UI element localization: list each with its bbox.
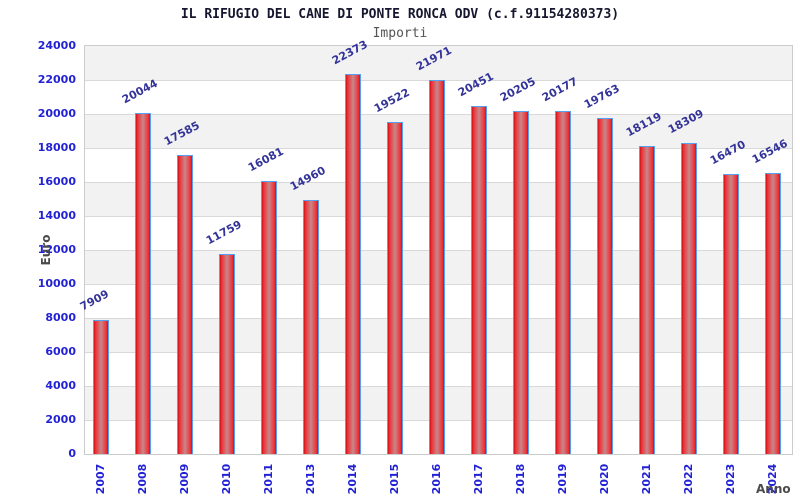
bar xyxy=(219,254,235,454)
y-tick-label: 10000 xyxy=(37,277,76,290)
bar xyxy=(135,113,151,454)
x-tick-label: 2020 xyxy=(598,463,611,495)
y-tick-label: 20000 xyxy=(37,107,76,120)
chart-subtitle: Importi xyxy=(372,26,428,41)
y-tick-label: 8000 xyxy=(45,311,76,324)
bar xyxy=(429,80,445,454)
x-tick-label: 2023 xyxy=(724,463,737,495)
x-tick-label: 2014 xyxy=(346,463,359,495)
x-tick-label: 2022 xyxy=(682,463,695,495)
x-tick-label: 2008 xyxy=(136,463,149,495)
y-tick-label: 2000 xyxy=(45,413,76,426)
x-tick-label: 2010 xyxy=(220,463,233,495)
bar xyxy=(681,142,697,454)
bar xyxy=(639,145,655,454)
bar xyxy=(765,172,781,454)
x-axis-label: Anno xyxy=(756,482,791,496)
x-tick-label: 2018 xyxy=(514,463,527,495)
bar xyxy=(597,118,613,454)
bar xyxy=(345,73,361,454)
bar xyxy=(387,122,403,454)
plot-band xyxy=(85,46,792,80)
y-tick-label: 14000 xyxy=(37,209,76,222)
x-tick-label: 2015 xyxy=(388,463,401,495)
x-tick-label: 2007 xyxy=(94,463,107,495)
bar xyxy=(723,174,739,454)
bar xyxy=(555,110,571,454)
x-tick-label: 2009 xyxy=(178,463,191,495)
bar xyxy=(513,110,529,454)
bar xyxy=(93,319,109,454)
bar xyxy=(177,155,193,454)
x-tick-label: 2021 xyxy=(640,463,653,495)
y-tick-label: 24000 xyxy=(37,39,76,52)
x-tick-label: 2011 xyxy=(262,463,275,495)
x-tick-label: 2019 xyxy=(556,463,569,495)
bar xyxy=(303,199,319,454)
x-tick-label: 2017 xyxy=(472,463,485,495)
y-tick-label: 22000 xyxy=(37,73,76,86)
bar xyxy=(471,106,487,454)
y-tick-label: 12000 xyxy=(37,243,76,256)
y-tick-label: 16000 xyxy=(37,175,76,188)
y-axis-label: Euro xyxy=(39,234,53,266)
y-tick-label: 6000 xyxy=(45,345,76,358)
y-tick-label: 4000 xyxy=(45,379,76,392)
x-tick-label: 2013 xyxy=(304,463,317,495)
y-tick-label: 0 xyxy=(68,447,76,460)
y-tick-label: 18000 xyxy=(37,141,76,154)
chart-title: IL RIFUGIO DEL CANE DI PONTE RONCA ODV (… xyxy=(180,7,620,22)
bar xyxy=(261,180,277,454)
x-tick-label: 2016 xyxy=(430,463,443,495)
